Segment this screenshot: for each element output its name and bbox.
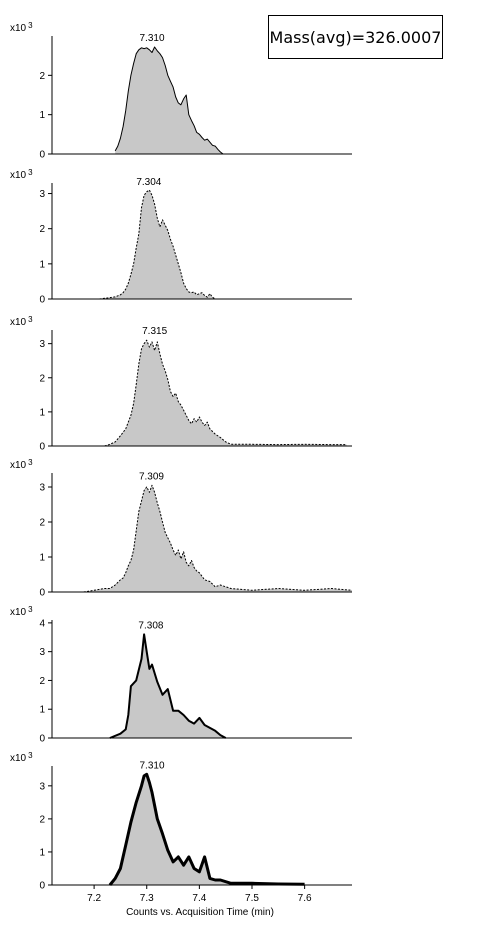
y-tick-label-1-1: 1 bbox=[39, 110, 45, 121]
x-tick-label-7.2: 7.2 bbox=[87, 893, 101, 904]
x-tick-label-7.5: 7.5 bbox=[245, 893, 259, 904]
y-tick-label-6-2: 2 bbox=[39, 814, 45, 825]
peak-area-5 bbox=[109, 634, 226, 738]
y-multiplier-exponent-6: 3 bbox=[28, 751, 33, 760]
peak-label-6: 7.310 bbox=[139, 760, 164, 771]
peak-area-2 bbox=[99, 190, 231, 299]
y-multiplier-exponent-2: 3 bbox=[28, 168, 33, 177]
y-tick-label-6-1: 1 bbox=[39, 847, 45, 858]
y-tick-label-1-2: 2 bbox=[39, 71, 45, 82]
peak-area-6 bbox=[109, 774, 305, 885]
y-multiplier-label-2: x10 3 bbox=[10, 168, 33, 181]
trace-line-3 bbox=[104, 339, 347, 447]
y-tick-label-5-3: 3 bbox=[39, 647, 45, 658]
y-multiplier-label-4: x10 3 bbox=[10, 458, 33, 471]
y-multiplier-exponent-3: 3 bbox=[28, 315, 33, 324]
y-tick-label-3-0: 0 bbox=[39, 442, 45, 453]
peak-label-1: 7.310 bbox=[139, 33, 164, 44]
peak-label-3: 7.315 bbox=[142, 326, 167, 337]
y-tick-label-4-3: 3 bbox=[39, 483, 45, 494]
y-tick-label-3-3: 3 bbox=[39, 339, 45, 350]
y-tick-label-4-0: 0 bbox=[39, 588, 45, 599]
y-tick-label-6-3: 3 bbox=[39, 781, 45, 792]
y-multiplier-exponent-1: 3 bbox=[28, 21, 33, 30]
trace-line-4 bbox=[83, 484, 353, 593]
y-multiplier-exponent-5: 3 bbox=[28, 605, 33, 614]
y-tick-label-5-2: 2 bbox=[39, 676, 45, 687]
x-tick-label-7.3: 7.3 bbox=[140, 893, 154, 904]
y-multiplier-label-6: x10 3 bbox=[10, 751, 33, 764]
trace-line-1 bbox=[114, 46, 224, 155]
peak-label-2: 7.304 bbox=[136, 177, 161, 188]
y-tick-label-2-3: 3 bbox=[39, 189, 45, 200]
y-tick-label-5-1: 1 bbox=[39, 705, 45, 716]
y-multiplier-exponent-4: 3 bbox=[28, 458, 33, 467]
peak-label-5: 7.308 bbox=[138, 620, 163, 631]
y-multiplier-label-5: x10 3 bbox=[10, 605, 33, 618]
peak-area-1 bbox=[115, 47, 224, 154]
y-tick-label-1-0: 0 bbox=[39, 150, 45, 161]
y-tick-label-6-0: 0 bbox=[39, 881, 45, 892]
y-tick-label-2-1: 1 bbox=[39, 259, 45, 270]
y-multiplier-label-1: x10 3 bbox=[10, 21, 33, 34]
peak-area-4 bbox=[83, 485, 352, 592]
y-tick-label-3-2: 2 bbox=[39, 373, 45, 384]
y-tick-label-3-1: 1 bbox=[39, 407, 45, 418]
y-tick-label-4-1: 1 bbox=[39, 553, 45, 564]
trace-line-6 bbox=[108, 772, 305, 886]
x-tick-label-7.6: 7.6 bbox=[298, 893, 312, 904]
x-axis-label: Counts vs. Acquisition Time (min) bbox=[126, 907, 274, 918]
y-tick-label-2-2: 2 bbox=[39, 224, 45, 235]
y-tick-label-5-0: 0 bbox=[39, 734, 45, 745]
y-tick-label-5-4: 4 bbox=[39, 618, 45, 629]
peak-label-4: 7.309 bbox=[139, 471, 164, 482]
x-tick-label-7.4: 7.4 bbox=[192, 893, 206, 904]
mass-annotation: Mass(avg)=326.0007 bbox=[268, 15, 443, 59]
y-multiplier-label-3: x10 3 bbox=[10, 315, 33, 328]
peak-area-3 bbox=[104, 340, 347, 446]
y-tick-label-4-2: 2 bbox=[39, 518, 45, 529]
trace-line-5 bbox=[109, 633, 227, 739]
y-tick-label-2-0: 0 bbox=[39, 295, 45, 306]
